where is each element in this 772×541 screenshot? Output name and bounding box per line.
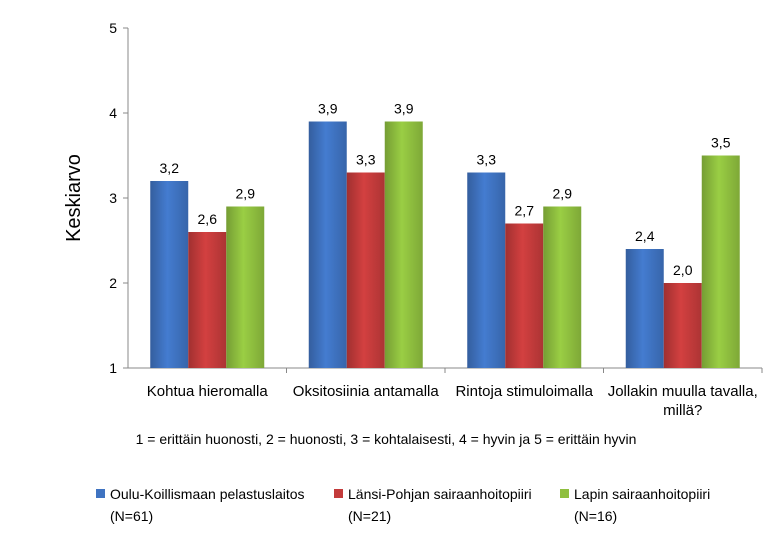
bar [308,121,347,368]
legend-label: Lapin sairaanhoitopiiri [574,486,711,502]
legend: Oulu-Koillismaan pelastuslaitos (N=61) L… [96,483,756,527]
data-label: 2,6 [198,211,218,227]
category-label: Rintoja stimuloimalla [455,383,593,400]
data-label: 3,5 [711,135,731,151]
legend-swatch [96,489,105,498]
y-tick-label: 2 [109,275,117,291]
legend-count: (N=16) [574,508,618,524]
bar [663,283,702,368]
legend-swatch [334,489,343,498]
legend-count: (N=21) [348,508,392,524]
data-label: 3,9 [394,101,414,117]
legend-swatch [560,489,569,498]
category-label: millä? [663,402,702,419]
data-label: 3,3 [356,152,376,168]
category-label: Oksitosiinia antamalla [293,383,440,400]
y-tick-label: 4 [109,105,117,121]
data-label: 3,2 [160,160,180,176]
bar [625,249,664,368]
y-axis-label: Keskiarvo [63,154,85,242]
y-tick-label: 1 [109,360,117,376]
bar [384,121,423,368]
bar [505,223,544,368]
bar [150,181,189,368]
data-label: 3,9 [318,101,338,117]
data-label: 2,4 [635,228,655,244]
bar [543,206,582,368]
bar [467,172,506,368]
y-tick-label: 3 [109,190,117,206]
scale-note: 1 = erittäin huonosti, 2 = huonosti, 3 =… [135,431,637,447]
data-label: 3,3 [477,152,497,168]
category-label: Jollakin muulla tavalla, [608,383,758,400]
data-label: 2,0 [673,262,693,278]
bar [701,155,740,368]
y-tick-label: 5 [109,20,117,36]
data-label: 2,7 [515,203,535,219]
legend-label: Oulu-Koillismaan pelastuslaitos [110,486,305,502]
bar [226,206,265,368]
bar [188,232,227,368]
bar [346,172,385,368]
category-label: Kohtua hieromalla [147,383,269,400]
data-label: 2,9 [553,186,573,202]
data-label: 2,9 [236,186,256,202]
legend-label: Länsi-Pohjan sairaanhoitopiiri [348,486,532,502]
legend-count: (N=61) [110,508,154,524]
